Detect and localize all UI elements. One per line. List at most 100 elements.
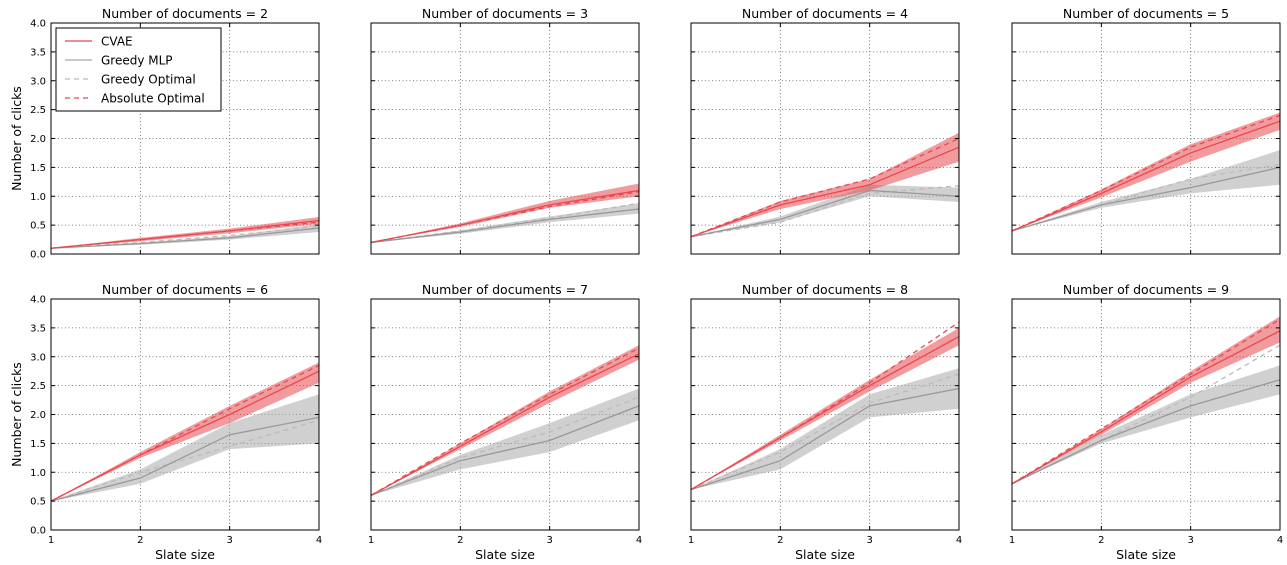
absolute-optimal-line — [1011, 114, 1281, 232]
y-tick-label: 3.5 — [30, 47, 46, 58]
greedy-optimal-line — [370, 202, 640, 244]
panel-7: 1 2 3 4 Number of documents = 8 Slate size — [688, 282, 962, 562]
x-tick-label: 4 — [1277, 535, 1283, 546]
greedy-mlp-line — [690, 387, 960, 491]
x-tick-label: 3 — [1187, 535, 1193, 546]
panel-title: Number of documents = 3 — [422, 6, 588, 21]
panel-title: Number of documents = 4 — [742, 6, 908, 21]
greedy-mlp-band — [371, 388, 639, 496]
y-tick-label: 0.0 — [30, 250, 46, 261]
greedy-mlp-line — [50, 416, 320, 502]
y-tick-label: 2.5 — [30, 105, 46, 116]
y-axis-label: Number of clicks — [9, 86, 24, 191]
cvae-line — [690, 335, 960, 491]
greedy-mlp-line — [370, 208, 640, 244]
x-tick-label: 2 — [137, 535, 143, 546]
greedy-optimal-line — [50, 419, 320, 502]
x-tick-label: 1 — [1009, 535, 1015, 546]
greedy-mlp-band — [371, 203, 639, 243]
y-tick-label: 2.0 — [30, 134, 46, 145]
greedy-mlp-band — [1012, 150, 1280, 231]
y-tick-label: 0.5 — [30, 221, 46, 232]
y-axis-label: Number of clicks — [9, 362, 24, 467]
x-tick-label: 2 — [777, 535, 783, 546]
y-tick-label: 4.0 — [30, 295, 46, 306]
y-tick-label: 1.5 — [30, 163, 46, 174]
x-axis-label: Slate size — [155, 547, 215, 562]
x-tick-label: 1 — [368, 535, 374, 546]
panel-title: Number of documents = 5 — [1063, 6, 1229, 21]
cvae-line — [370, 353, 640, 496]
legend-label: CVAE — [101, 35, 133, 49]
y-tick-label: 1.5 — [30, 439, 46, 450]
panel-5: 1 2 3 4 0.0 0.5 1.0 1.5 2.0 2.5 3.0 3.5 4.0 Number of… — [9, 282, 322, 562]
absolute-optimal-line — [690, 137, 960, 238]
panel-title: Number of documents = 8 — [742, 282, 908, 297]
y-tick-label: 2.5 — [30, 381, 46, 392]
x-tick-label: 2 — [1098, 535, 1104, 546]
panel-4: Number of documents = 5 — [1011, 6, 1281, 255]
cvae-band — [51, 217, 319, 249]
absolute-optimal-line — [1011, 318, 1281, 485]
cvae-band — [371, 183, 639, 243]
cvae-band — [691, 132, 959, 237]
legend-label: Absolute Optimal — [101, 92, 205, 106]
cvae-line — [1011, 120, 1281, 232]
panel-6: 1 2 3 4 Number of documents = 7 Slate size — [368, 282, 642, 562]
greedy-mlp-line — [1011, 166, 1281, 232]
x-tick-label: 4 — [636, 535, 642, 546]
greedy-mlp-line — [370, 405, 640, 496]
greedy-mlp-band — [1012, 365, 1280, 484]
y-tick-label: 0.5 — [30, 497, 46, 508]
panel-title: Number of documents = 9 — [1063, 282, 1229, 297]
panel-title: Number of documents = 2 — [102, 6, 268, 21]
x-tick-label: 3 — [546, 535, 552, 546]
greedy-mlp-band — [51, 223, 319, 249]
legend-label: Greedy MLP — [101, 54, 173, 68]
y-tick-label: 3.0 — [30, 76, 46, 87]
x-axis-label: Slate size — [795, 547, 855, 562]
x-axis-label: Slate size — [475, 547, 535, 562]
x-tick-label: 4 — [316, 535, 322, 546]
greedy-optimal-line — [690, 373, 960, 491]
cvae-band — [1012, 112, 1280, 231]
absolute-optimal-line — [690, 321, 960, 491]
legend-label: Greedy Optimal — [101, 73, 196, 87]
legend-box — [55, 27, 222, 112]
x-tick-label: 3 — [866, 535, 872, 546]
greedy-mlp-band — [51, 394, 319, 502]
panel-8: 1 2 3 4 Number of documents = 9 Slate size — [1009, 282, 1283, 562]
greedy-mlp-line — [50, 227, 320, 249]
panel-title: Number of documents = 7 — [422, 282, 588, 297]
y-tick-label: 1.0 — [30, 468, 46, 479]
cvae-line — [1011, 330, 1281, 485]
y-tick-label: 3.5 — [30, 323, 46, 334]
cvae-line — [50, 219, 320, 249]
panel-2: Number of documents = 3 — [370, 6, 640, 255]
cvae-line — [370, 189, 640, 244]
y-tick-label: 3.0 — [30, 352, 46, 363]
y-tick-label: 4.0 — [30, 19, 46, 30]
y-tick-label: 0.0 — [30, 526, 46, 537]
greedy-optimal-line — [370, 396, 640, 496]
greedy-optimal-line — [690, 185, 960, 238]
absolute-optimal-line — [370, 347, 640, 496]
x-tick-label: 2 — [457, 535, 463, 546]
x-tick-label: 1 — [48, 535, 54, 546]
y-tick-label: 1.0 — [30, 192, 46, 203]
panel-3: Number of documents = 4 — [690, 6, 960, 255]
greedy-mlp-band — [691, 368, 959, 490]
greedy-mlp-line — [690, 189, 960, 238]
x-tick-label: 3 — [226, 535, 232, 546]
cvae-line — [50, 370, 320, 502]
x-tick-label: 1 — [688, 535, 694, 546]
legend: CVAE Greedy MLP Greedy Optimal Absolute Opt… — [55, 27, 222, 112]
panel-1: 0.0 0.5 1.0 1.5 2.0 2.5 3.0 3.5 4.0 Number of doc… — [9, 6, 320, 261]
x-axis-label: Slate size — [1116, 547, 1176, 562]
panel-title: Number of documents = 6 — [102, 282, 268, 297]
greedy-mlp-line — [1011, 379, 1281, 485]
cvae-band — [1012, 316, 1280, 484]
cvae-line — [690, 146, 960, 238]
x-tick-label: 4 — [956, 535, 962, 546]
